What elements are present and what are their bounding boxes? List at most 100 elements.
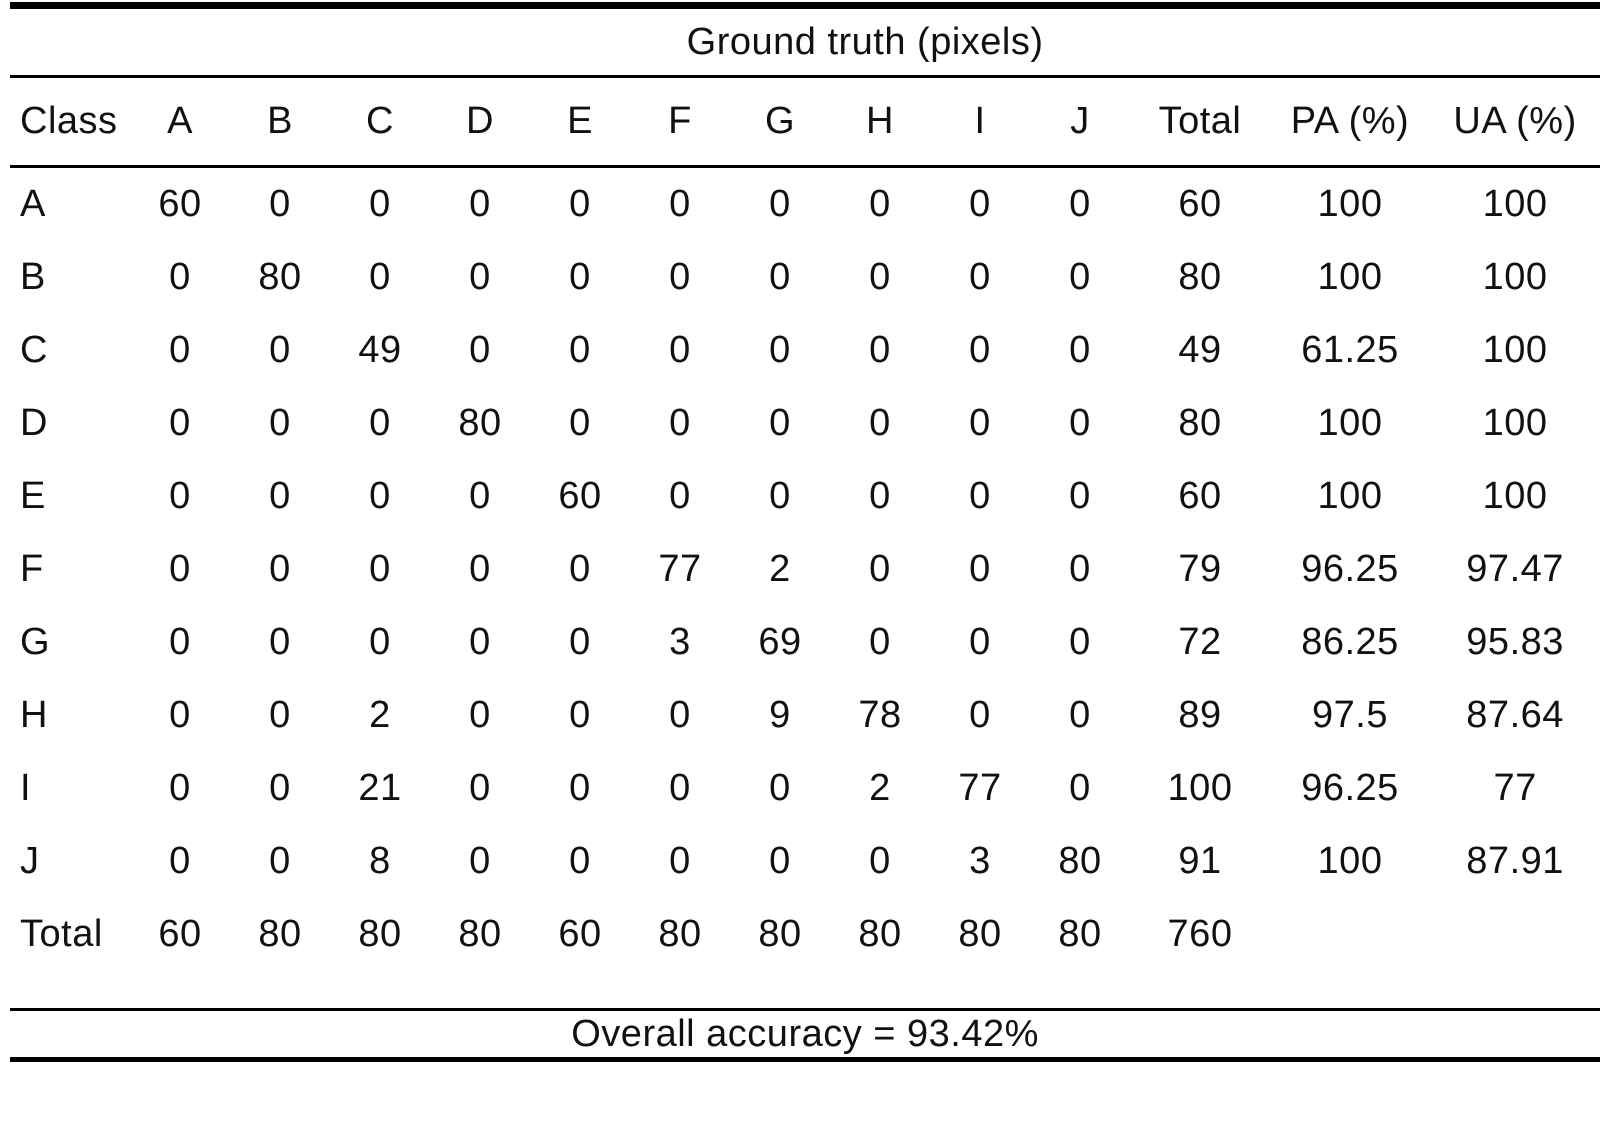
matrix-cell: 69 xyxy=(758,621,802,663)
matrix-cell: 0 xyxy=(469,183,491,225)
matrix-cell: 49 xyxy=(1178,329,1222,371)
matrix-cell: 0 xyxy=(1069,256,1091,298)
matrix-cell: 0 xyxy=(169,621,191,663)
matrix-cell: 0 xyxy=(869,548,891,590)
matrix-cell: 0 xyxy=(1069,183,1091,225)
matrix-cell: 80 xyxy=(1178,256,1222,298)
matrix-cell: 0 xyxy=(669,183,691,225)
table-row: I 0 0 21 0 0 0 0 2 77 0 100 96.25 77 xyxy=(10,752,1600,825)
matrix-cell: 80 xyxy=(230,898,330,1011)
matrix-cell: 80 xyxy=(1058,840,1102,882)
matrix-cell: 100 xyxy=(1317,840,1383,882)
overall-accuracy-row: Overall accuracy = 93.42% xyxy=(10,1009,1601,1062)
matrix-cell: 0 xyxy=(969,402,991,444)
matrix-cell: 100 xyxy=(1482,329,1548,371)
matrix-cell: 0 xyxy=(769,475,791,517)
matrix-cell: 0 xyxy=(1069,767,1091,809)
matrix-cell: 100 xyxy=(1317,475,1383,517)
column-header: D xyxy=(430,76,530,168)
matrix-cell: 79 xyxy=(1178,548,1222,590)
matrix-cell: 0 xyxy=(169,329,191,371)
matrix-cell: 97.47 xyxy=(1466,548,1564,590)
group-header: Ground truth (pixels) xyxy=(130,2,1601,78)
matrix-cell: 96.25 xyxy=(1301,548,1399,590)
matrix-cell: 0 xyxy=(969,621,991,663)
matrix-cell: 100 xyxy=(1482,183,1548,225)
matrix-cell: 0 xyxy=(369,548,391,590)
matrix-cell: 0 xyxy=(369,402,391,444)
matrix-cell: 0 xyxy=(169,475,191,517)
matrix-cell: 100 xyxy=(1482,475,1548,517)
matrix-cell: 80 xyxy=(258,256,302,298)
column-header: J xyxy=(1030,76,1130,168)
matrix-cell: 0 xyxy=(969,256,991,298)
matrix-cell: 0 xyxy=(469,621,491,663)
row-label: Total xyxy=(10,898,130,1011)
column-header: F xyxy=(630,76,730,168)
matrix-cell: 0 xyxy=(569,694,591,736)
matrix-cell xyxy=(1430,898,1601,1011)
matrix-cell: 100 xyxy=(1167,767,1233,809)
matrix-cell: 0 xyxy=(1069,621,1091,663)
table-row: J 0 0 8 0 0 0 0 0 3 80 91 100 87.91 xyxy=(10,825,1600,898)
matrix-cell: 0 xyxy=(269,183,291,225)
matrix-cell: 0 xyxy=(869,475,891,517)
matrix-cell: 0 xyxy=(1069,475,1091,517)
matrix-cell: 96.25 xyxy=(1301,767,1399,809)
matrix-cell: 100 xyxy=(1482,402,1548,444)
matrix-cell: 0 xyxy=(969,548,991,590)
matrix-cell: 0 xyxy=(369,475,391,517)
matrix-cell: 0 xyxy=(569,621,591,663)
matrix-cell: 0 xyxy=(769,183,791,225)
table-row: H 0 0 2 0 0 0 9 78 0 0 89 97.5 87.64 xyxy=(10,679,1600,752)
matrix-cell: 0 xyxy=(1069,548,1091,590)
matrix-cell: 60 xyxy=(530,898,630,1011)
matrix-cell: 95.83 xyxy=(1466,621,1564,663)
matrix-cell: 0 xyxy=(869,621,891,663)
matrix-cell: 60 xyxy=(158,183,202,225)
matrix-cell: 87.64 xyxy=(1466,694,1564,736)
table-row: A 60 0 0 0 0 0 0 0 0 0 60 100 100 xyxy=(10,167,1600,242)
matrix-cell: 0 xyxy=(569,402,591,444)
matrix-cell: 0 xyxy=(969,694,991,736)
matrix-cell: 0 xyxy=(869,840,891,882)
table-row: F 0 0 0 0 0 77 2 0 0 0 79 96.25 97.47 xyxy=(10,533,1600,606)
matrix-cell: 60 xyxy=(1178,475,1222,517)
matrix-cell: 78 xyxy=(858,694,902,736)
matrix-cell: 0 xyxy=(569,183,591,225)
matrix-cell: 8 xyxy=(369,840,391,882)
matrix-cell: 80 xyxy=(930,898,1030,1011)
matrix-cell: 100 xyxy=(1317,183,1383,225)
matrix-cell: 0 xyxy=(169,402,191,444)
matrix-cell: 0 xyxy=(569,256,591,298)
matrix-cell: 0 xyxy=(1069,329,1091,371)
matrix-cell: 0 xyxy=(269,475,291,517)
matrix-cell: 0 xyxy=(669,767,691,809)
matrix-cell: 0 xyxy=(469,767,491,809)
matrix-cell: 0 xyxy=(269,329,291,371)
table-row: B 0 80 0 0 0 0 0 0 0 0 80 100 100 xyxy=(10,241,1600,314)
matrix-cell: 77 xyxy=(658,548,702,590)
confusion-matrix: Ground truth (pixels) Class A B C D E F G H I J Tot… xyxy=(10,2,1601,1062)
column-header: G xyxy=(730,76,830,168)
matrix-cell: 60 xyxy=(130,898,230,1011)
group-header-row: Ground truth (pixels) xyxy=(10,2,1601,78)
matrix-cell: 0 xyxy=(269,402,291,444)
matrix-cell: 3 xyxy=(669,621,691,663)
matrix-cell: 97.5 xyxy=(1312,694,1388,736)
matrix-cell: 0 xyxy=(469,256,491,298)
row-label: D xyxy=(20,402,48,444)
matrix-body: A 60 0 0 0 0 0 0 0 0 0 60 100 100 B 0 80 0 0 0 0 0 0 0 0 80 100 100… xyxy=(10,167,1601,1011)
matrix-cell: 77 xyxy=(958,767,1002,809)
matrix-cell: 60 xyxy=(1178,183,1222,225)
matrix-cell: 0 xyxy=(569,548,591,590)
matrix-cell: 0 xyxy=(969,183,991,225)
total-row: Total 60 80 80 80 60 80 80 80 80 80 760 xyxy=(10,898,1601,1011)
matrix-cell: 0 xyxy=(669,256,691,298)
matrix-cell: 80 xyxy=(630,898,730,1011)
column-header: B xyxy=(230,76,330,168)
matrix-cell: 61.25 xyxy=(1301,329,1399,371)
matrix-cell: 80 xyxy=(1030,898,1130,1011)
row-label: A xyxy=(20,183,46,225)
matrix-cell: 80 xyxy=(730,898,830,1011)
